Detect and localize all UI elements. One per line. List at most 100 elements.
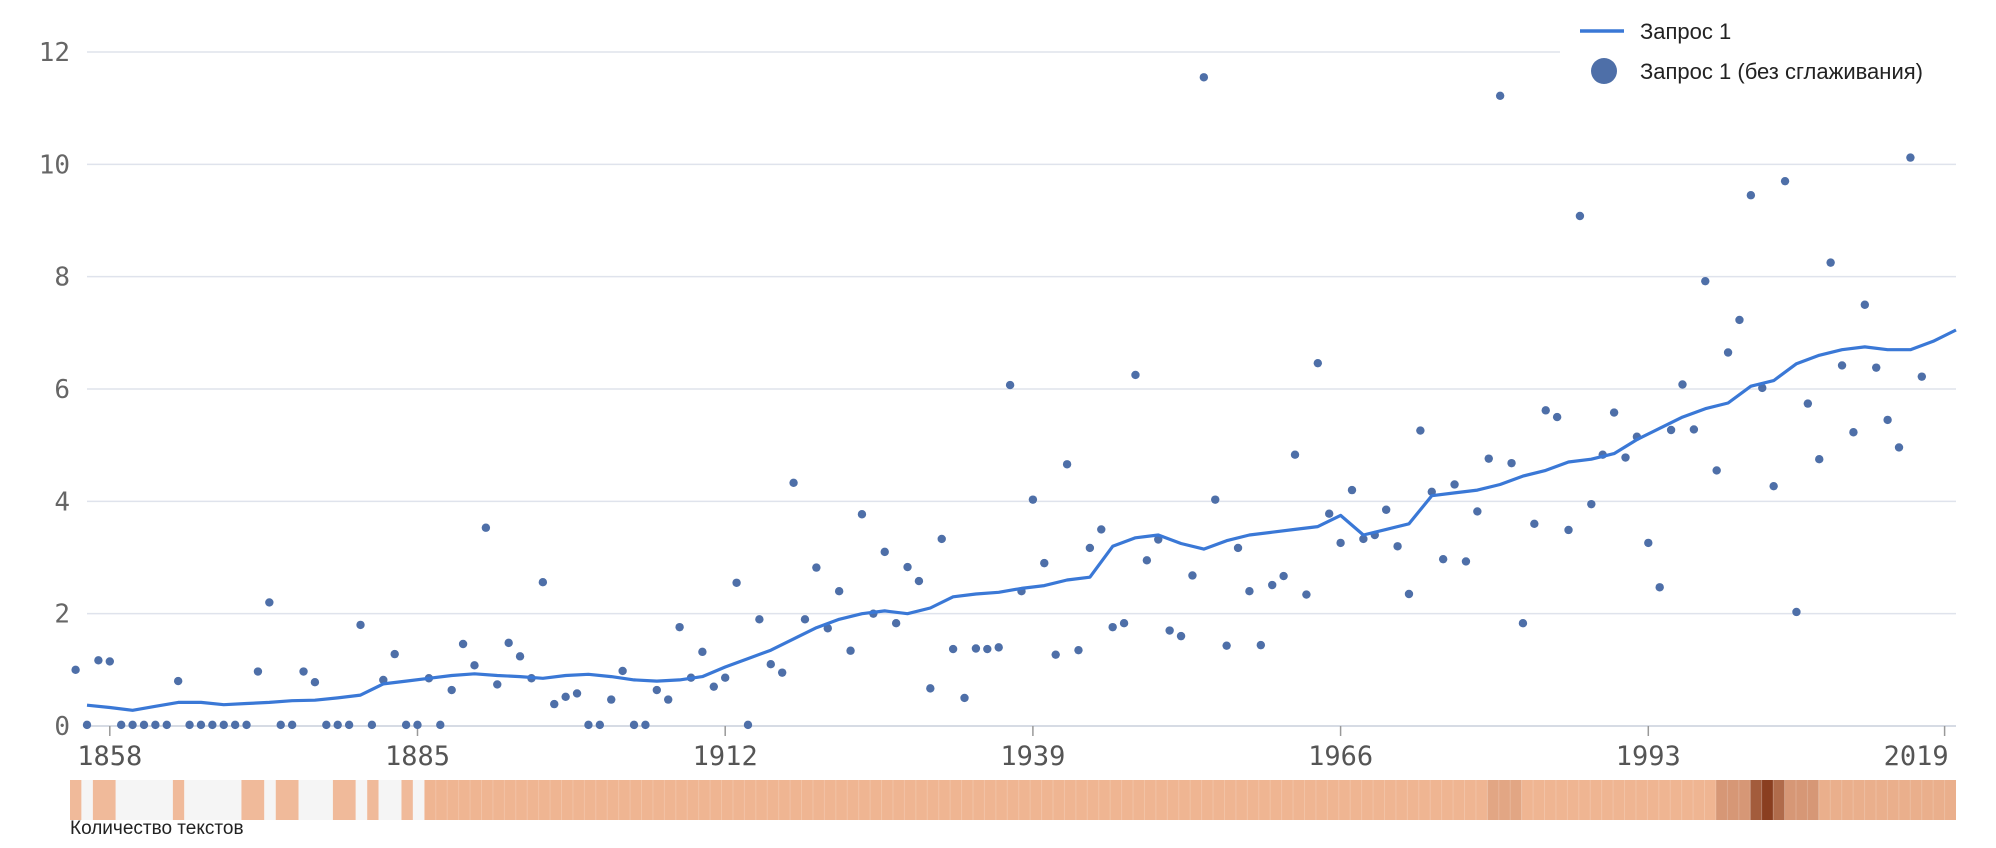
scatter-point [1495, 91, 1505, 101]
scatter-point [310, 677, 320, 687]
scatter-point [777, 668, 787, 677]
scatter-point [162, 720, 171, 730]
scatter-point [1176, 631, 1186, 641]
scatter-point [652, 685, 662, 695]
scatter-point [1758, 383, 1767, 393]
scatter-point [504, 638, 513, 648]
scatter-point [960, 693, 969, 703]
line-series-path [86, 328, 1957, 712]
scatter-point [1826, 258, 1835, 267]
scatter-point [1689, 425, 1699, 434]
x-tick-label: 1993 [1616, 741, 1681, 772]
scatter-point [926, 684, 935, 693]
scatter-point [607, 695, 616, 704]
heatmap-cell [1487, 780, 1522, 820]
scatter-point [1438, 554, 1448, 564]
heatmap-label: Количество текстов [70, 818, 244, 839]
scatter-point [1393, 542, 1402, 551]
scatter-point [1894, 443, 1904, 452]
x-tick-label: 2019 [1884, 741, 1949, 772]
scatter-point [1142, 556, 1152, 565]
scatter-point [265, 598, 274, 607]
scatter-point [641, 720, 650, 730]
y-tick-label: 12 [39, 38, 70, 68]
scatter-point [1313, 358, 1323, 368]
scatter-point [1347, 485, 1357, 495]
scatter-point [1872, 363, 1881, 372]
scatter-point [1621, 453, 1630, 462]
x-tick-label: 1885 [385, 741, 450, 772]
heatmap-cell [1750, 780, 1762, 820]
scatter-point [219, 720, 228, 730]
scatter-point [584, 720, 593, 730]
scatter-point [1028, 495, 1038, 504]
scatter-point [82, 720, 92, 730]
gridlines [87, 51, 1956, 727]
y-tick-label: 4 [54, 487, 70, 517]
scatter-point [789, 478, 798, 487]
scatter-point [1381, 505, 1391, 514]
scatter-point [1325, 509, 1334, 518]
heatmap-cell [172, 780, 185, 820]
scatter-point [436, 720, 445, 730]
x-axis: 1858 1885 1912 1939 1966 1993 2019 [77, 726, 1949, 772]
scatter-point [1108, 622, 1117, 632]
scatter-point [1735, 315, 1744, 325]
scatter-point [1655, 583, 1664, 592]
scatter-point [1518, 619, 1528, 628]
scatter-point [1507, 458, 1516, 468]
scatter-point [1245, 587, 1254, 596]
scatter-point [891, 619, 901, 628]
scatter-point [447, 685, 456, 695]
scatter-point [800, 615, 810, 624]
scatter-point [1644, 538, 1653, 548]
scatter-point [1290, 450, 1300, 459]
scatter-point [1815, 455, 1824, 464]
scatter-point [1564, 525, 1573, 535]
scatter-point [1473, 507, 1482, 516]
scatter-point [470, 661, 479, 670]
heatmap-cell [70, 780, 82, 820]
scatter-point [1416, 426, 1425, 435]
scatter-point [1040, 558, 1049, 568]
scatter-point [948, 644, 958, 654]
heatmap-cell [412, 780, 425, 820]
scatter-point [561, 692, 570, 701]
y-tick-label: 10 [39, 150, 70, 180]
scatter-point [173, 676, 183, 686]
scatter-point [105, 657, 114, 666]
scatter-point [880, 547, 889, 557]
heatmap-cell [1773, 780, 1785, 820]
y-tick-label: 8 [54, 263, 70, 293]
scatter-point [1199, 73, 1209, 82]
scatter-point [1746, 191, 1756, 200]
heatmap-cell [355, 780, 368, 820]
scatter-point [732, 578, 741, 587]
scatter-point [1005, 380, 1015, 390]
heatmap-cell [241, 780, 265, 820]
scatter-point [493, 680, 502, 689]
scatter-point [139, 720, 149, 730]
scatter-point [128, 720, 137, 730]
y-tick-label: 2 [54, 600, 70, 630]
scatter-point [1837, 361, 1847, 370]
scatter-point [629, 720, 639, 730]
scatter-point [1666, 425, 1676, 435]
heatmap-cell [1715, 780, 1751, 820]
scatter-point [1165, 626, 1174, 635]
heatmap-cell [424, 780, 1488, 820]
heatmap-cell [378, 780, 402, 820]
heatmap-cell [332, 780, 356, 820]
scatter-point [1575, 211, 1585, 221]
scatter-point [1062, 460, 1072, 469]
scatter-point [1279, 571, 1288, 581]
scatter-point [709, 682, 718, 691]
legend: Запрос 1 Запрос 1 (без сглаживания) [1580, 19, 1923, 84]
scatter-point [1849, 428, 1858, 437]
x-tick-label: 1966 [1308, 741, 1373, 772]
heatmap-cell [1784, 780, 1819, 820]
scatter-point [1131, 370, 1140, 380]
scatter-point [538, 578, 548, 587]
scatter-point [1860, 300, 1870, 309]
scatter-point [390, 649, 399, 659]
